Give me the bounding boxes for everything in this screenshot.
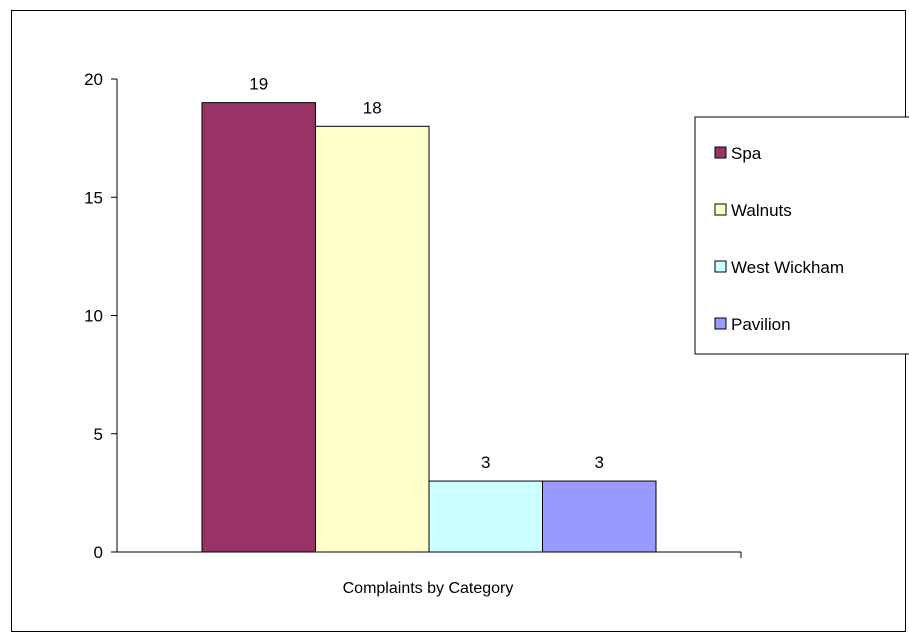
data-labels: 19 18 3 3	[249, 75, 604, 472]
legend-swatch	[714, 260, 727, 273]
x-axis-title: Complaints by Category	[343, 580, 514, 597]
bar-pavilion	[542, 480, 657, 553]
legend-swatch	[714, 317, 727, 330]
y-tick-label: 5	[94, 425, 103, 444]
bar-west-wickham	[428, 480, 543, 553]
legend-swatch	[714, 203, 727, 216]
bar-walnuts	[315, 125, 430, 553]
data-label: 19	[249, 75, 268, 94]
data-label: 3	[481, 453, 490, 472]
y-tick-label: 15	[84, 188, 103, 207]
bar-spa	[201, 102, 316, 553]
legend-label: West Wickham	[731, 258, 844, 277]
y-tick-label: 10	[84, 307, 103, 326]
legend: Spa Walnuts West Wickham Pavilion	[694, 116, 909, 355]
legend-box	[694, 116, 909, 355]
legend-label: Pavilion	[731, 315, 791, 334]
data-label: 18	[363, 98, 382, 117]
y-tick-label: 20	[84, 70, 103, 89]
legend-label: Spa	[731, 144, 762, 163]
data-label: 3	[595, 453, 604, 472]
legend-label: Walnuts	[731, 201, 792, 220]
y-tick-label: 0	[94, 543, 103, 562]
legend-swatch	[714, 146, 727, 159]
bars	[201, 102, 657, 553]
